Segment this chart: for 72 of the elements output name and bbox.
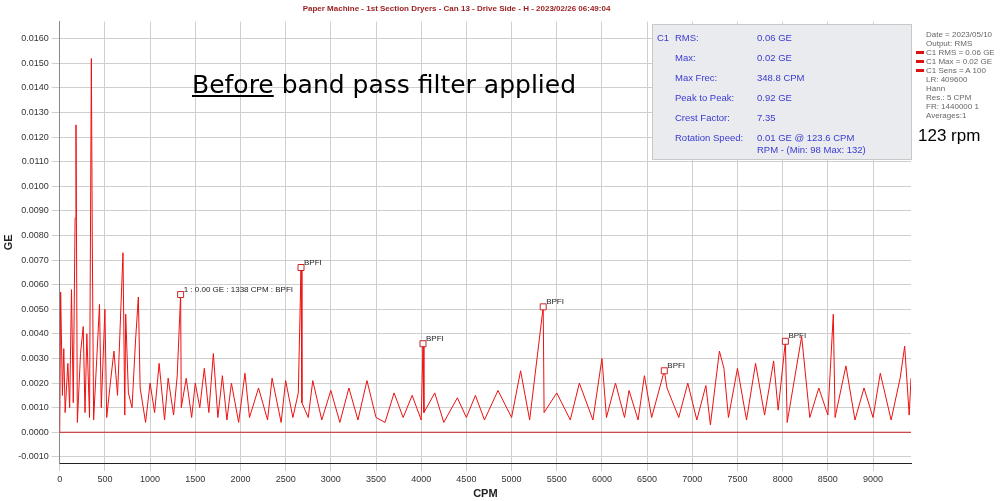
- y-tick-label: 0.0090: [21, 205, 49, 216]
- y-tick-label: 0.0010: [21, 402, 49, 413]
- annotation: Max Frec:: [675, 72, 718, 83]
- annotation: Max:: [675, 52, 696, 63]
- annotation: BPFI: [667, 360, 686, 370]
- x-tick-label: 500: [97, 473, 113, 484]
- y-tick-label: -0.0010: [18, 451, 49, 462]
- annotation: BPFI: [546, 297, 564, 307]
- annotation: 1 : 0.00 GE : 1338 CPM : BPFI: [183, 284, 294, 294]
- annotation: RMS:: [675, 32, 699, 43]
- y-tick-label: 0.0060: [21, 279, 49, 290]
- y-tick-label: 0.0130: [21, 107, 49, 118]
- text: Hann: [925, 84, 947, 93]
- y-tick-label: 0.0120: [21, 131, 49, 142]
- text: 123 rpm: [918, 126, 981, 146]
- text: Date = 2023/05/10: [925, 30, 994, 39]
- chart-title: Paper Machine - 1st Section Dryers - Can 13 - Drive Side - H - 2023/02/26 06:49:04: [302, 4, 611, 13]
- x-tick-label: 2000: [230, 473, 251, 484]
- annotation: Crest Factor:: [675, 112, 730, 123]
- x-tick-label: 9000: [863, 473, 884, 484]
- annotation: Rotation Speed:: [675, 132, 744, 143]
- annotation: BPFI: [426, 333, 444, 343]
- x-tick-label: 6000: [591, 473, 612, 484]
- text: Averages:1: [925, 111, 968, 120]
- annotation: BPFI: [788, 331, 807, 341]
- x-tick-label: 8000: [772, 473, 793, 484]
- annotation: 348.8 CPM: [757, 72, 805, 83]
- x-tick-label: 3000: [320, 473, 341, 484]
- annotation: 0.01 GE @ 123.6 CPM: [757, 132, 855, 143]
- x-tick-label: 6500: [637, 473, 658, 484]
- x-tick-label: 4000: [411, 473, 432, 484]
- y-tick-label: 0.0150: [21, 57, 49, 68]
- y-tick-label: 0.0050: [21, 303, 49, 314]
- x-tick-label: 2500: [275, 473, 296, 484]
- x-tick-label: 8500: [817, 473, 838, 484]
- x-tick-label: 0: [57, 473, 63, 484]
- y-tick-label: 0.0030: [21, 352, 49, 363]
- text: Res.: 5 CPM: [925, 93, 973, 102]
- text: Output: RMS: [925, 39, 974, 48]
- annotation: RPM - (Min: 98 Max: 132): [757, 144, 866, 155]
- text: C1 Max = 0.02 GE: [925, 57, 994, 66]
- x-tick-label: 7500: [727, 473, 748, 484]
- y-tick-label: 0.0110: [21, 156, 49, 167]
- annotation: BPFI: [304, 257, 322, 267]
- x-tick-label: 5500: [546, 473, 567, 484]
- text: C1 Sens = A 100: [925, 66, 987, 75]
- y-tick-label: 0.0000: [21, 426, 49, 437]
- y-tick-label: 0.0160: [21, 33, 49, 44]
- x-axis-title: CPM: [473, 487, 498, 500]
- x-tick-label: 1000: [140, 473, 161, 484]
- annotation: 0.02 GE: [757, 52, 792, 63]
- text: LR: 409600: [925, 75, 969, 84]
- y-tick-label: 0.0040: [21, 328, 49, 339]
- y-tick-label: 0.0100: [21, 180, 49, 191]
- y-tick-label: 0.0080: [21, 230, 49, 241]
- x-tick-label: 1500: [185, 473, 206, 484]
- annotation: C1: [657, 32, 670, 43]
- x-tick-label: 3500: [366, 473, 387, 484]
- annotation: Before band pass filter applied: [192, 70, 577, 99]
- text: C1 RMS = 0.06 GE: [925, 48, 995, 57]
- annotation: 0.06 GE: [757, 32, 792, 43]
- x-tick-label: 7000: [682, 473, 703, 484]
- annotation: Peak to Peak:: [675, 92, 735, 103]
- x-tick-label: 5000: [501, 473, 522, 484]
- y-tick-label: 0.0070: [21, 254, 49, 265]
- y-tick-label: 0.0020: [21, 377, 49, 388]
- annotation: 7.35: [757, 112, 776, 123]
- y-tick-label: 0.0140: [21, 82, 49, 93]
- text: FR: 1440000 1: [925, 102, 980, 111]
- x-tick-label: 4500: [456, 473, 477, 484]
- annotation: 0.92 GE: [757, 92, 792, 103]
- y-axis-title: GE: [1, 234, 14, 251]
